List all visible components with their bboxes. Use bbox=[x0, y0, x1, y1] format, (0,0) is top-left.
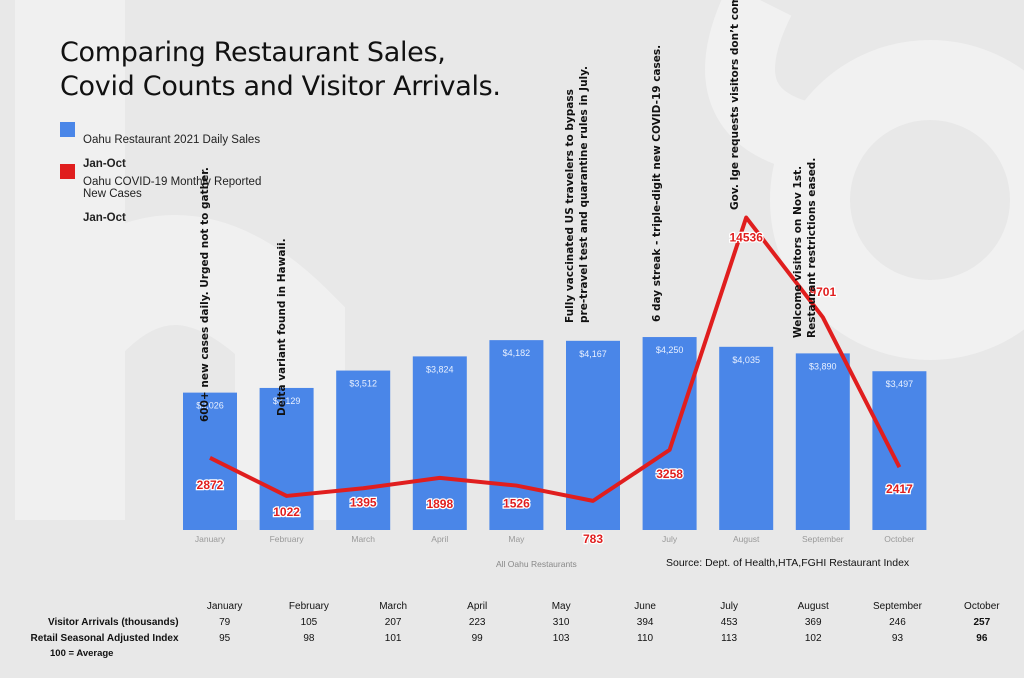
stats-cell: 110 bbox=[637, 632, 654, 644]
covid-value-label: 9701 bbox=[809, 285, 836, 299]
stats-cell: 99 bbox=[471, 632, 483, 644]
stats-cell: 453 bbox=[720, 616, 738, 628]
stats-cell: 79 bbox=[219, 616, 231, 628]
stats-month: January bbox=[206, 600, 243, 612]
x-tick-label: June bbox=[584, 534, 603, 544]
stats-cell: 101 bbox=[384, 632, 402, 644]
bar-value-label: $3,026 bbox=[196, 401, 224, 411]
covid-value-label: 2417 bbox=[886, 482, 913, 496]
legend-label-covid: Oahu COVID-19 Monthly Reported New Cases bbox=[83, 176, 262, 200]
annotation-july: 6 day streak - triple-digit new COVID-19… bbox=[651, 45, 663, 322]
stats-cell: 98 bbox=[303, 632, 315, 644]
covid-value-label: 3258 bbox=[656, 467, 683, 481]
bar-october bbox=[872, 371, 927, 530]
stats-month: March bbox=[379, 600, 408, 612]
stats-row-visitor-arrivals: Visitor Arrivals (thousands) 79 105 207 … bbox=[30, 614, 1024, 630]
stats-cell: 394 bbox=[636, 616, 654, 628]
stats-month: June bbox=[634, 600, 656, 612]
source-note: Source: Dept. of Health,HTA,FGHI Restaur… bbox=[666, 557, 910, 569]
stats-cell: 102 bbox=[804, 632, 822, 644]
x-tick-label: May bbox=[508, 534, 525, 544]
covid-value-label: 1898 bbox=[426, 497, 453, 511]
bar-value-label: $3,497 bbox=[886, 379, 914, 389]
stats-row-label: Retail Seasonal Adjusted Index bbox=[30, 632, 179, 644]
bar-value-label: $4,167 bbox=[579, 349, 607, 359]
title-line-2: Covid Counts and Visitor Arrivals. bbox=[60, 71, 501, 102]
covid-value-label: 783 bbox=[583, 532, 603, 546]
stats-month: April bbox=[467, 600, 488, 612]
bar-value-label: $4,250 bbox=[656, 345, 684, 355]
stats-header-row: January February March April May June Ju… bbox=[30, 598, 1024, 614]
x-tick-label: January bbox=[195, 534, 226, 544]
stats-cell: 93 bbox=[891, 632, 904, 644]
bar-value-label: $3,129 bbox=[273, 396, 301, 406]
title-line-1: Comparing Restaurant Sales, bbox=[60, 37, 446, 68]
bar-value-label: $3,890 bbox=[809, 361, 837, 371]
legend-swatch-covid bbox=[60, 164, 75, 179]
legend-sublabel-sales: Jan-Oct bbox=[83, 158, 126, 170]
x-tick-label: February bbox=[270, 534, 305, 544]
annotation-june: pre-travel test and quarantine rules in … bbox=[578, 66, 590, 323]
legend-sublabel-covid: Jan-Oct bbox=[83, 212, 126, 224]
stats-table: January February March April May June Ju… bbox=[30, 598, 1024, 646]
bar-may bbox=[489, 340, 544, 530]
stats-month: October bbox=[964, 600, 1000, 612]
stats-month: July bbox=[720, 600, 739, 612]
annotation-june: Fully vaccinated US travelers to bypass bbox=[564, 89, 576, 323]
covid-value-label: 1395 bbox=[350, 495, 377, 509]
x-axis-group-label: All Oahu Restaurants bbox=[496, 559, 577, 569]
stats-month: August bbox=[797, 600, 829, 612]
annotation-september: Welcome visitors on Nov 1st. bbox=[792, 166, 804, 338]
stats-cell: 103 bbox=[552, 632, 570, 644]
legend-label-sales: Oahu Restaurant 2021 Daily Sales bbox=[83, 134, 261, 146]
annotation-january: 600+ new cases daily. Urged not to gathe… bbox=[199, 167, 211, 422]
legend-swatch-sales bbox=[60, 122, 75, 137]
stats-cell: 113 bbox=[721, 632, 738, 644]
bar-value-label: $3,824 bbox=[426, 364, 454, 374]
covid-value-label: 2872 bbox=[197, 478, 224, 492]
covid-value-label: 14536 bbox=[730, 231, 764, 245]
stats-cell: 95 bbox=[219, 632, 231, 644]
bar-january bbox=[183, 392, 237, 530]
stats-cell: 310 bbox=[552, 616, 570, 628]
annotation-september: Restaurant restrictions eased. bbox=[806, 158, 818, 338]
covid-line bbox=[209, 215, 902, 503]
x-tick-label: July bbox=[662, 534, 678, 544]
bar-august bbox=[719, 346, 774, 530]
x-tick-label: October bbox=[884, 534, 914, 544]
stats-cell: 223 bbox=[468, 616, 486, 628]
annotation-february: Delta variant found in Hawaii. bbox=[276, 238, 288, 416]
chart-title: Comparing Restaurant Sales, Covid Counts… bbox=[60, 36, 580, 104]
average-note: 100 = Average bbox=[50, 648, 114, 659]
stats-month: February bbox=[288, 600, 329, 612]
stats-cell: 105 bbox=[300, 616, 318, 628]
stats-cell: 257 bbox=[973, 616, 991, 628]
stats-row-retail-index: Retail Seasonal Adjusted Index 95 98 101… bbox=[30, 630, 1024, 646]
annotation-august: Gov. Ige requests visitors don’t come. bbox=[729, 0, 741, 210]
bar-july bbox=[642, 337, 697, 530]
stats-month: May bbox=[551, 600, 571, 612]
x-tick-label: April bbox=[431, 534, 448, 544]
stats-cell: 207 bbox=[384, 616, 402, 628]
stats-row-label: Visitor Arrivals (thousands) bbox=[47, 616, 179, 628]
bar-value-label: $3,512 bbox=[349, 379, 377, 389]
stats-cell: 369 bbox=[804, 616, 822, 628]
stats-month: September bbox=[873, 600, 922, 612]
stats-cell: 96 bbox=[976, 632, 988, 644]
x-tick-label: September bbox=[802, 534, 844, 544]
bar-february bbox=[259, 387, 314, 530]
bar-april bbox=[412, 356, 467, 530]
covid-value-label: 1022 bbox=[273, 505, 300, 519]
x-tick-label: March bbox=[351, 534, 375, 544]
bar-march bbox=[336, 370, 391, 530]
bar-value-label: $4,035 bbox=[732, 355, 760, 365]
x-tick-label: August bbox=[733, 534, 760, 544]
covid-value-label: 1526 bbox=[503, 497, 530, 511]
bar-value-label: $4,182 bbox=[503, 348, 531, 358]
bar-september bbox=[795, 353, 850, 530]
stats-cell: 246 bbox=[889, 616, 906, 628]
